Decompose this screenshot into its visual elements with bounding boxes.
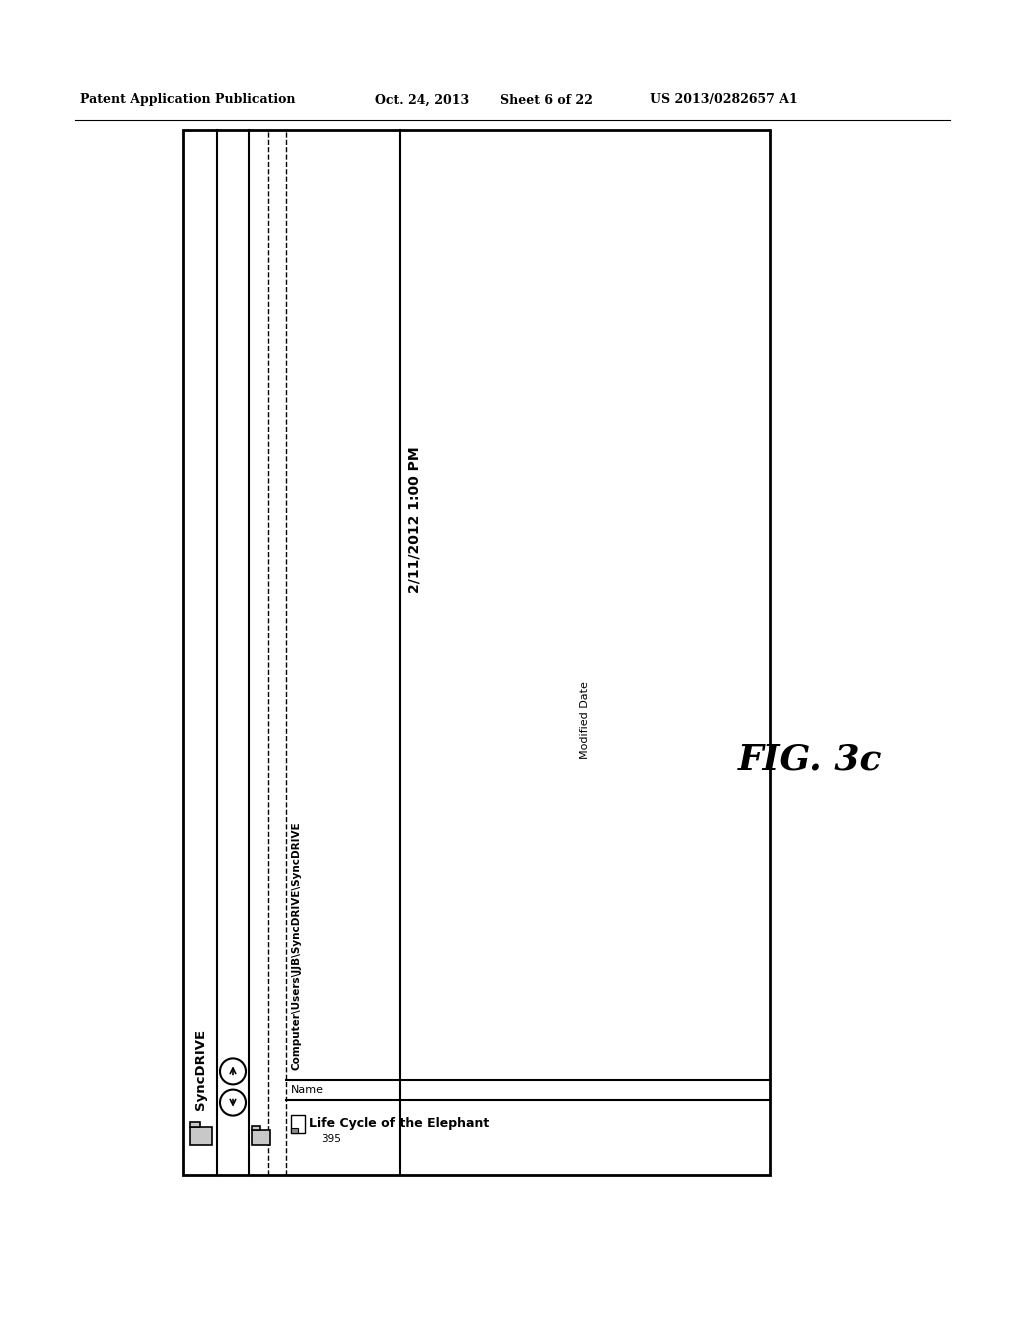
Text: US 2013/0282657 A1: US 2013/0282657 A1 bbox=[650, 94, 798, 107]
Bar bbox=[190, 1122, 200, 1127]
Text: Sheet 6 of 22: Sheet 6 of 22 bbox=[500, 94, 593, 107]
Bar bbox=[252, 1126, 260, 1130]
Text: Oct. 24, 2013: Oct. 24, 2013 bbox=[375, 94, 469, 107]
Bar bbox=[291, 1115, 305, 1133]
Text: FIG. 3c: FIG. 3c bbox=[737, 743, 883, 777]
Text: SyncDRIVE: SyncDRIVE bbox=[194, 1028, 207, 1110]
Text: Computer\Users\JJB\SyncDRIVE\SyncDRIVE: Computer\Users\JJB\SyncDRIVE\SyncDRIVE bbox=[291, 821, 301, 1071]
Text: Modified Date: Modified Date bbox=[580, 681, 590, 759]
Bar bbox=[190, 1127, 212, 1144]
Circle shape bbox=[220, 1059, 246, 1085]
Circle shape bbox=[220, 1089, 246, 1115]
Bar bbox=[291, 1129, 298, 1133]
Text: Patent Application Publication: Patent Application Publication bbox=[80, 94, 296, 107]
Bar bbox=[252, 1130, 270, 1144]
Text: Life Cycle of the Elephant: Life Cycle of the Elephant bbox=[309, 1118, 489, 1130]
Text: Name: Name bbox=[291, 1085, 324, 1096]
Bar bbox=[183, 129, 770, 1175]
Text: 2/11/2012 1:00 PM: 2/11/2012 1:00 PM bbox=[408, 446, 422, 593]
Text: 395: 395 bbox=[321, 1134, 341, 1144]
